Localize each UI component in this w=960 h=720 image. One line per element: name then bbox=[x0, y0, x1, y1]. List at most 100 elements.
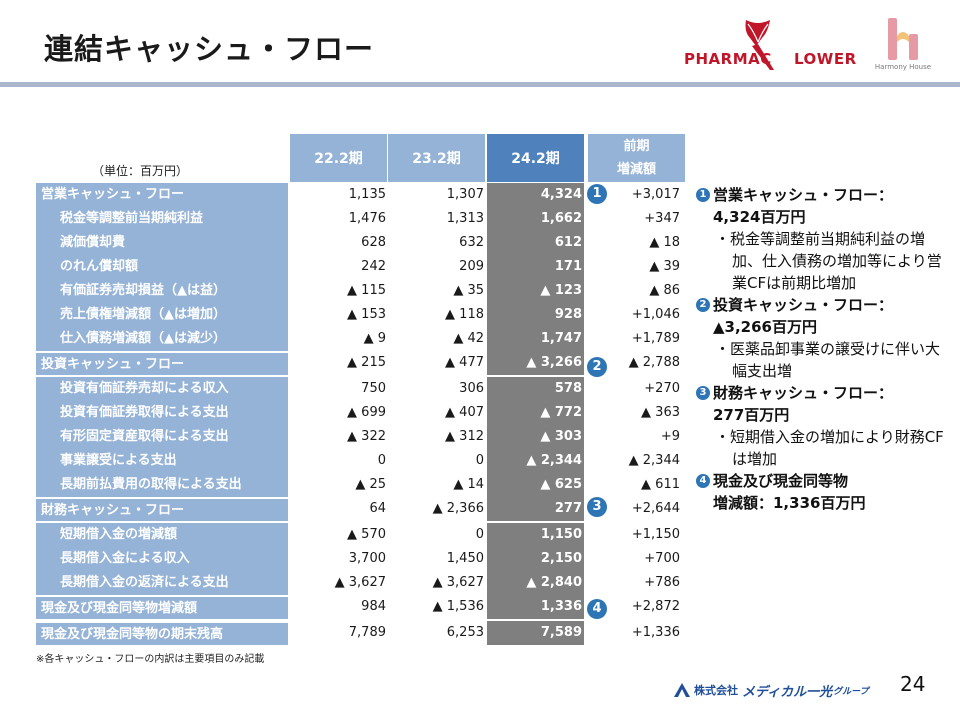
cell-fy24: 277 bbox=[487, 497, 584, 521]
commentary-cash: 4 現金及び現金同等物 増減額：1,336百万円 bbox=[696, 470, 954, 514]
row-label: 仕入債務増減額（▲は減少） bbox=[36, 327, 288, 351]
row-label: 売上債権増減額（▲は増加） bbox=[36, 303, 288, 327]
cell-fy24: 7,589 bbox=[487, 621, 584, 645]
row-label: 投資有価証券売却による収入 bbox=[36, 377, 288, 401]
table-row-financing-cf: 財務キャッシュ・フロー 64 ▲ 2,366 277 3 +2,644 bbox=[36, 497, 686, 521]
cell-fy23: ▲ 2,366 bbox=[432, 501, 484, 516]
commentary-num-1: 1 bbox=[696, 188, 710, 202]
company-mark-icon bbox=[674, 683, 690, 697]
cell-change: +1,046 bbox=[631, 307, 680, 322]
row-label: 現金及び現金同等物増減額 bbox=[36, 595, 288, 619]
header-fy22: 22.2期 bbox=[290, 134, 387, 182]
cell-fy24: 1,336 bbox=[487, 595, 584, 619]
cell-fy22: 628 bbox=[361, 235, 386, 250]
cell-fy23: ▲ 118 bbox=[445, 307, 484, 322]
table-row: 長期借入金による収入 3,700 1,450 2,150 +700 bbox=[36, 547, 686, 571]
cell-fy22: 7,789 bbox=[348, 625, 386, 640]
cell-fy23: 1,313 bbox=[446, 211, 484, 226]
table-row: 仕入債務増減額（▲は減少） ▲ 9 ▲ 42 1,747 +1,789 bbox=[36, 327, 686, 351]
footer-company-brand: メディカル一光 bbox=[742, 684, 833, 700]
commentary-heading: 現金及び現金同等物 bbox=[713, 472, 849, 490]
pharma-logo-text-left: PHARMAC bbox=[684, 50, 772, 68]
row-label: 短期借入金の増減額 bbox=[36, 523, 288, 547]
cell-change: +786 bbox=[644, 575, 680, 590]
cell-fy22: ▲ 3,627 bbox=[334, 575, 386, 590]
footer-company-logo: 株式会社 メディカル一光 グループ bbox=[674, 682, 869, 700]
commentary-bullet: ・医薬品卸事業の譲受けに伴い大幅支出増 bbox=[715, 340, 941, 380]
table-row-cash-ending: 現金及び現金同等物の期末残高 7,789 6,253 7,589 +1,336 bbox=[36, 621, 686, 645]
cell-change: ▲ 2,788 bbox=[628, 355, 680, 370]
cell-fy23: ▲ 14 bbox=[453, 477, 484, 492]
title-divider bbox=[0, 82, 960, 87]
table-row: 長期借入金の返済による支出 ▲ 3,627 ▲ 3,627 ▲ 2,840 +7… bbox=[36, 571, 686, 595]
pharma-logo-text-right: LOWER bbox=[794, 50, 857, 68]
harmony-h-icon bbox=[888, 18, 918, 60]
cell-change: ▲ 86 bbox=[649, 283, 680, 298]
header-yoy-line2: 増減額 bbox=[616, 162, 656, 177]
row-label: 現金及び現金同等物の期末残高 bbox=[36, 621, 288, 645]
cell-fy24: ▲ 303 bbox=[487, 425, 584, 449]
cell-fy23: 1,307 bbox=[446, 187, 484, 202]
cell-fy24: ▲ 2,840 bbox=[487, 571, 584, 595]
cell-fy23: ▲ 312 bbox=[445, 429, 484, 444]
cell-fy23: ▲ 477 bbox=[445, 355, 484, 370]
cell-fy23: ▲ 407 bbox=[445, 405, 484, 420]
cell-change: +2,872 bbox=[631, 599, 680, 614]
cell-fy22: 64 bbox=[369, 501, 386, 516]
cell-fy22: ▲ 153 bbox=[347, 307, 386, 322]
commentary-bullet: ・税金等調整前当期純利益の増加、仕入債務の増加等により営業CFは前期比増加 bbox=[715, 230, 942, 292]
commentary-num-4: 4 bbox=[696, 474, 710, 488]
cell-fy22: 1,476 bbox=[348, 211, 386, 226]
header-yoy-line1: 前期 bbox=[623, 139, 650, 154]
cell-fy22: ▲ 115 bbox=[347, 283, 386, 298]
table-row-cash-change: 現金及び現金同等物増減額 984 ▲ 1,536 1,336 4 +2,872 bbox=[36, 595, 686, 619]
row-label: 投資有価証券取得による支出 bbox=[36, 401, 288, 425]
table-row: のれん償却額 242 209 171 ▲ 39 bbox=[36, 255, 686, 279]
badge-2: 2 bbox=[587, 357, 607, 377]
cell-fy22: ▲ 322 bbox=[347, 429, 386, 444]
commentary-financing: 3 財務キャッシュ・フロー： 277百万円 ・短期借入金の増加により財務CFは増加 bbox=[696, 382, 954, 470]
cell-change: +1,150 bbox=[631, 527, 680, 542]
table-row: 投資有価証券取得による支出 ▲ 699 ▲ 407 ▲ 772 ▲ 363 bbox=[36, 401, 686, 425]
table-row: 事業譲受による支出 0 0 ▲ 2,344 ▲ 2,344 bbox=[36, 449, 686, 473]
table-row-investing-cf: 投資キャッシュ・フロー ▲ 215 ▲ 477 ▲ 3,266 2 ▲ 2,78… bbox=[36, 351, 686, 377]
commentary-heading: 営業キャッシュ・フロー： bbox=[713, 186, 894, 204]
table-row: 有価証券売却損益（▲は益） ▲ 115 ▲ 35 ▲ 123 ▲ 86 bbox=[36, 279, 686, 303]
cell-fy23: 1,450 bbox=[446, 551, 484, 566]
cell-fy24: 928 bbox=[487, 303, 584, 327]
badge-3: 3 bbox=[587, 497, 607, 517]
harmony-house-text: Harmony House bbox=[874, 63, 932, 71]
header-fy23: 23.2期 bbox=[388, 134, 485, 182]
header-yoy-change: 前期 増減額 bbox=[588, 134, 685, 182]
cell-fy24: ▲ 2,344 bbox=[487, 449, 584, 473]
footer-company-prefix: 株式会社 bbox=[694, 684, 738, 697]
cell-fy22: 750 bbox=[361, 381, 386, 396]
row-label: 減価償却費 bbox=[36, 231, 288, 255]
cell-fy22: 984 bbox=[361, 599, 386, 614]
cell-fy23: 0 bbox=[475, 453, 484, 468]
row-label: 有形固定資産取得による支出 bbox=[36, 425, 288, 449]
header-fy24: 24.2期 bbox=[487, 134, 584, 182]
cell-fy24: 612 bbox=[487, 231, 584, 255]
cell-fy24: ▲ 123 bbox=[487, 279, 584, 303]
commentary-num-3: 3 bbox=[696, 386, 710, 400]
cell-fy23: ▲ 42 bbox=[453, 331, 484, 346]
commentary-value: ▲3,266百万円 bbox=[713, 318, 817, 336]
flower-icon bbox=[745, 20, 774, 70]
page-number: 24 bbox=[900, 672, 926, 696]
commentary-bullet: ・短期借入金の増加により財務CFは増加 bbox=[715, 428, 944, 468]
commentary-value: 4,324百万円 bbox=[713, 208, 806, 226]
table-row: 減価償却費 628 632 612 ▲ 18 bbox=[36, 231, 686, 255]
cell-fy23: 306 bbox=[459, 381, 484, 396]
cell-fy23: 209 bbox=[459, 259, 484, 274]
cell-change: +270 bbox=[644, 381, 680, 396]
row-label: 長期借入金による収入 bbox=[36, 547, 288, 571]
footer-company-suffix: グループ bbox=[833, 686, 869, 697]
unit-label: （単位：百万円） bbox=[92, 164, 189, 178]
commentary-operating: 1 営業キャッシュ・フロー： 4,324百万円 ・税金等調整前当期純利益の増加、仕… bbox=[696, 184, 954, 294]
table-row-operating-cf: 営業キャッシュ・フロー 1,135 1,307 4,324 1 +3,017 bbox=[36, 183, 686, 207]
footnote: ※各キャッシュ・フローの内訳は主要項目のみ記載 bbox=[36, 654, 265, 665]
cell-change: +700 bbox=[644, 551, 680, 566]
cell-fy23: 6,253 bbox=[446, 625, 484, 640]
row-label: 税金等調整前当期純利益 bbox=[36, 207, 288, 231]
